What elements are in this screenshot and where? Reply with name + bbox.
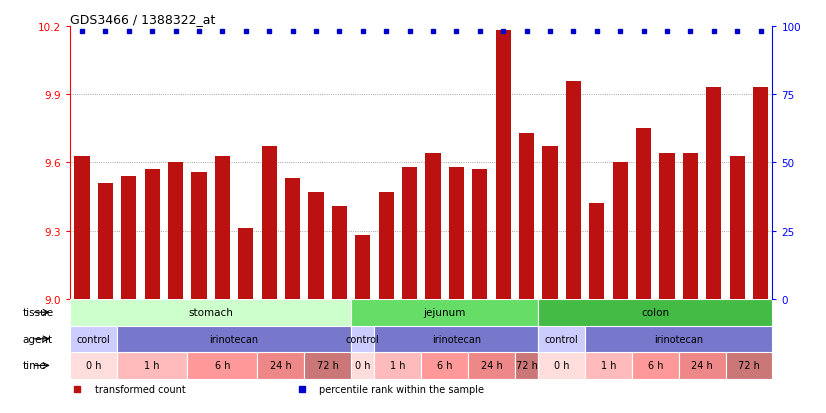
Bar <box>585 326 772 352</box>
Bar <box>351 352 374 379</box>
Bar <box>566 81 581 299</box>
Bar <box>679 352 725 379</box>
Bar <box>145 170 159 299</box>
Bar <box>425 154 440 299</box>
Text: 0 h: 0 h <box>86 361 102 370</box>
Text: 24 h: 24 h <box>270 361 292 370</box>
Bar <box>374 326 539 352</box>
Text: 72 h: 72 h <box>515 361 538 370</box>
Bar <box>402 168 417 299</box>
Bar <box>729 156 745 299</box>
Bar <box>585 352 632 379</box>
Bar <box>543 147 558 299</box>
Bar <box>659 154 675 299</box>
Bar <box>515 352 539 379</box>
Bar <box>539 326 585 352</box>
Text: 72 h: 72 h <box>316 361 339 370</box>
Bar <box>70 352 117 379</box>
Bar <box>519 133 534 299</box>
Text: agent: agent <box>22 334 53 344</box>
Bar <box>238 229 254 299</box>
Text: 1 h: 1 h <box>145 361 160 370</box>
Text: transformed count: transformed count <box>95 385 186 394</box>
Text: 6 h: 6 h <box>648 361 663 370</box>
Bar <box>188 352 258 379</box>
Bar <box>332 206 347 299</box>
Text: irinotecan: irinotecan <box>654 334 703 344</box>
Text: jejunum: jejunum <box>424 308 466 318</box>
Text: irinotecan: irinotecan <box>210 334 259 344</box>
Bar <box>374 352 421 379</box>
Text: colon: colon <box>641 308 669 318</box>
Bar <box>262 147 277 299</box>
Text: percentile rank within the sample: percentile rank within the sample <box>320 385 485 394</box>
Bar <box>539 352 585 379</box>
Bar <box>539 299 772 326</box>
Bar <box>589 204 605 299</box>
Bar <box>706 88 721 299</box>
Bar <box>70 299 351 326</box>
Bar <box>117 326 351 352</box>
Bar <box>472 170 487 299</box>
Text: time: time <box>22 361 46 370</box>
Text: 1 h: 1 h <box>390 361 406 370</box>
Text: 24 h: 24 h <box>481 361 502 370</box>
Bar <box>121 177 136 299</box>
Text: 1 h: 1 h <box>601 361 616 370</box>
Bar <box>97 183 113 299</box>
Bar <box>192 172 206 299</box>
Text: 0 h: 0 h <box>355 361 371 370</box>
Bar <box>215 156 230 299</box>
Bar <box>168 163 183 299</box>
Bar <box>636 129 651 299</box>
Bar <box>351 299 539 326</box>
Bar <box>449 168 464 299</box>
Bar <box>308 192 324 299</box>
Text: control: control <box>545 334 578 344</box>
Bar <box>378 192 394 299</box>
Bar <box>725 352 772 379</box>
Bar <box>285 179 300 299</box>
Text: 0 h: 0 h <box>554 361 569 370</box>
Bar <box>258 352 304 379</box>
Text: stomach: stomach <box>188 308 233 318</box>
Text: irinotecan: irinotecan <box>432 334 481 344</box>
Bar <box>468 352 515 379</box>
Text: GDS3466 / 1388322_at: GDS3466 / 1388322_at <box>70 13 216 26</box>
Bar <box>117 352 188 379</box>
Bar <box>632 352 679 379</box>
Text: 6 h: 6 h <box>215 361 230 370</box>
Bar <box>683 154 698 299</box>
Text: control: control <box>77 334 111 344</box>
Bar <box>753 88 768 299</box>
Text: tissue: tissue <box>22 308 54 318</box>
Bar <box>355 236 370 299</box>
Text: 72 h: 72 h <box>738 361 760 370</box>
Text: 6 h: 6 h <box>437 361 453 370</box>
Bar <box>421 352 468 379</box>
Bar <box>74 156 89 299</box>
Text: 24 h: 24 h <box>691 361 713 370</box>
Bar <box>613 163 628 299</box>
Text: control: control <box>346 334 380 344</box>
Bar <box>304 352 351 379</box>
Bar <box>70 326 117 352</box>
Bar <box>351 326 374 352</box>
Bar <box>496 31 510 299</box>
